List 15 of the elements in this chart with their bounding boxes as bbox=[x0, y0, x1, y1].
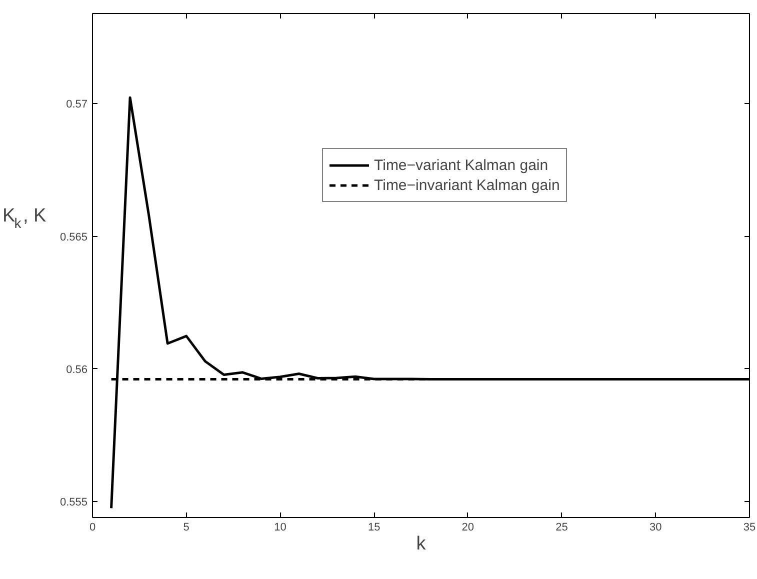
x-tick-label: 30 bbox=[650, 522, 662, 534]
x-tick-label: 35 bbox=[743, 522, 756, 534]
y-tick-label: 0.565 bbox=[60, 231, 88, 244]
x-tick-label: 0 bbox=[89, 522, 96, 534]
x-tick-label: 25 bbox=[556, 522, 568, 534]
x-tick-label: 10 bbox=[274, 522, 286, 534]
y-tick-label: 0.57 bbox=[66, 98, 88, 111]
x-tick-label: 15 bbox=[368, 522, 380, 534]
x-axis-title: k bbox=[416, 534, 426, 554]
legend-label: Time−variant Kalman gain bbox=[374, 156, 548, 174]
legend-label: Time−invariant Kalman gain bbox=[374, 176, 560, 194]
x-tick-label: 5 bbox=[183, 522, 190, 534]
y-tick-label: 0.555 bbox=[60, 496, 88, 509]
y-tick-label: 0.56 bbox=[66, 364, 88, 376]
x-tick-label: 20 bbox=[462, 522, 474, 534]
